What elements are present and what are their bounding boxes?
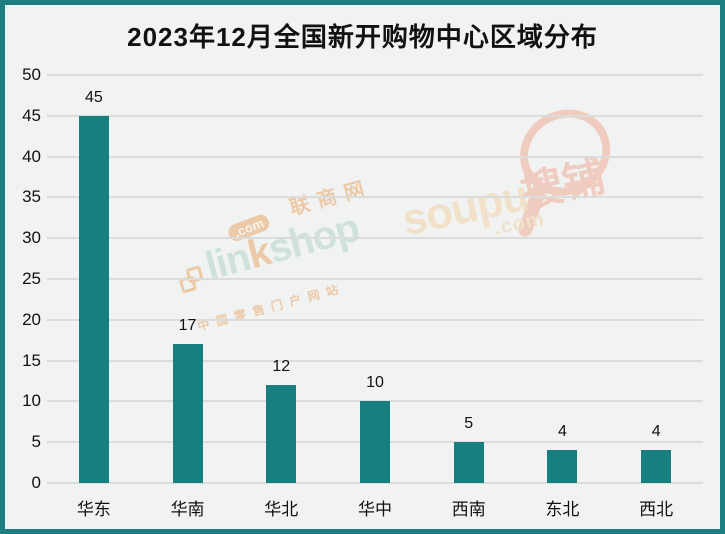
- chart-canvas: 2023年12月全国新开购物中心区域分布 .com 联商网 linkshop 中…: [5, 5, 720, 529]
- y-axis-label-0: 0: [31, 473, 41, 492]
- bar-华东: [78, 115, 109, 483]
- x-axis-label-华东: 华东: [76, 500, 111, 519]
- value-label-东北: 4: [557, 423, 567, 441]
- value-label-华东: 45: [84, 88, 103, 106]
- gridline-45: [47, 114, 703, 117]
- y-axis-label-15: 15: [22, 350, 41, 370]
- bar-东北: [547, 450, 578, 483]
- value-label-西南: 5: [464, 415, 474, 433]
- value-label-华北: 12: [272, 358, 291, 376]
- gridline-30: [47, 237, 703, 240]
- bar-华中: [360, 401, 390, 483]
- x-axis-label-华北: 华北: [264, 500, 299, 519]
- x-axis-label-华中: 华中: [358, 500, 392, 519]
- bar-华南: [172, 344, 203, 483]
- gridline-40: [47, 155, 703, 158]
- gridline-15: [47, 359, 703, 362]
- y-axis-label-35: 35: [22, 187, 41, 207]
- x-axis-label-华南: 华南: [170, 500, 205, 519]
- value-label-华中: 10: [366, 374, 384, 392]
- y-axis-label-10: 10: [22, 391, 41, 411]
- y-axis-label-50: 50: [22, 65, 41, 84]
- bar-西南: [453, 442, 484, 483]
- y-axis-label-20: 20: [22, 309, 41, 329]
- chart-title: 2023年12月全国新开购物中心区域分布: [127, 22, 598, 52]
- gridline-25: [47, 278, 703, 280]
- gridline-20: [47, 318, 703, 321]
- y-axis-label-30: 30: [22, 228, 41, 248]
- value-label-华南: 17: [178, 317, 197, 335]
- bar-西北: [641, 450, 672, 483]
- gridline-0: [47, 482, 703, 484]
- y-axis-label-5: 5: [31, 432, 41, 452]
- gridline-35: [47, 196, 703, 199]
- y-axis-label-40: 40: [22, 146, 41, 166]
- x-axis-label-东北: 东北: [545, 500, 580, 519]
- bar-华北: [266, 385, 297, 483]
- x-axis-label-西北: 西北: [639, 500, 674, 519]
- value-label-西北: 4: [651, 423, 661, 441]
- gridline-50: [47, 74, 703, 76]
- x-axis-label-西南: 西南: [451, 500, 486, 519]
- y-axis-label-25: 25: [22, 269, 41, 288]
- y-axis-label-45: 45: [22, 105, 41, 125]
- plot-area: 0 5 10 15 20 25 30 35 40 45 50 45 华东 17 华南 12 华北 10 华中 5 西南 4…: [5, 5, 720, 529]
